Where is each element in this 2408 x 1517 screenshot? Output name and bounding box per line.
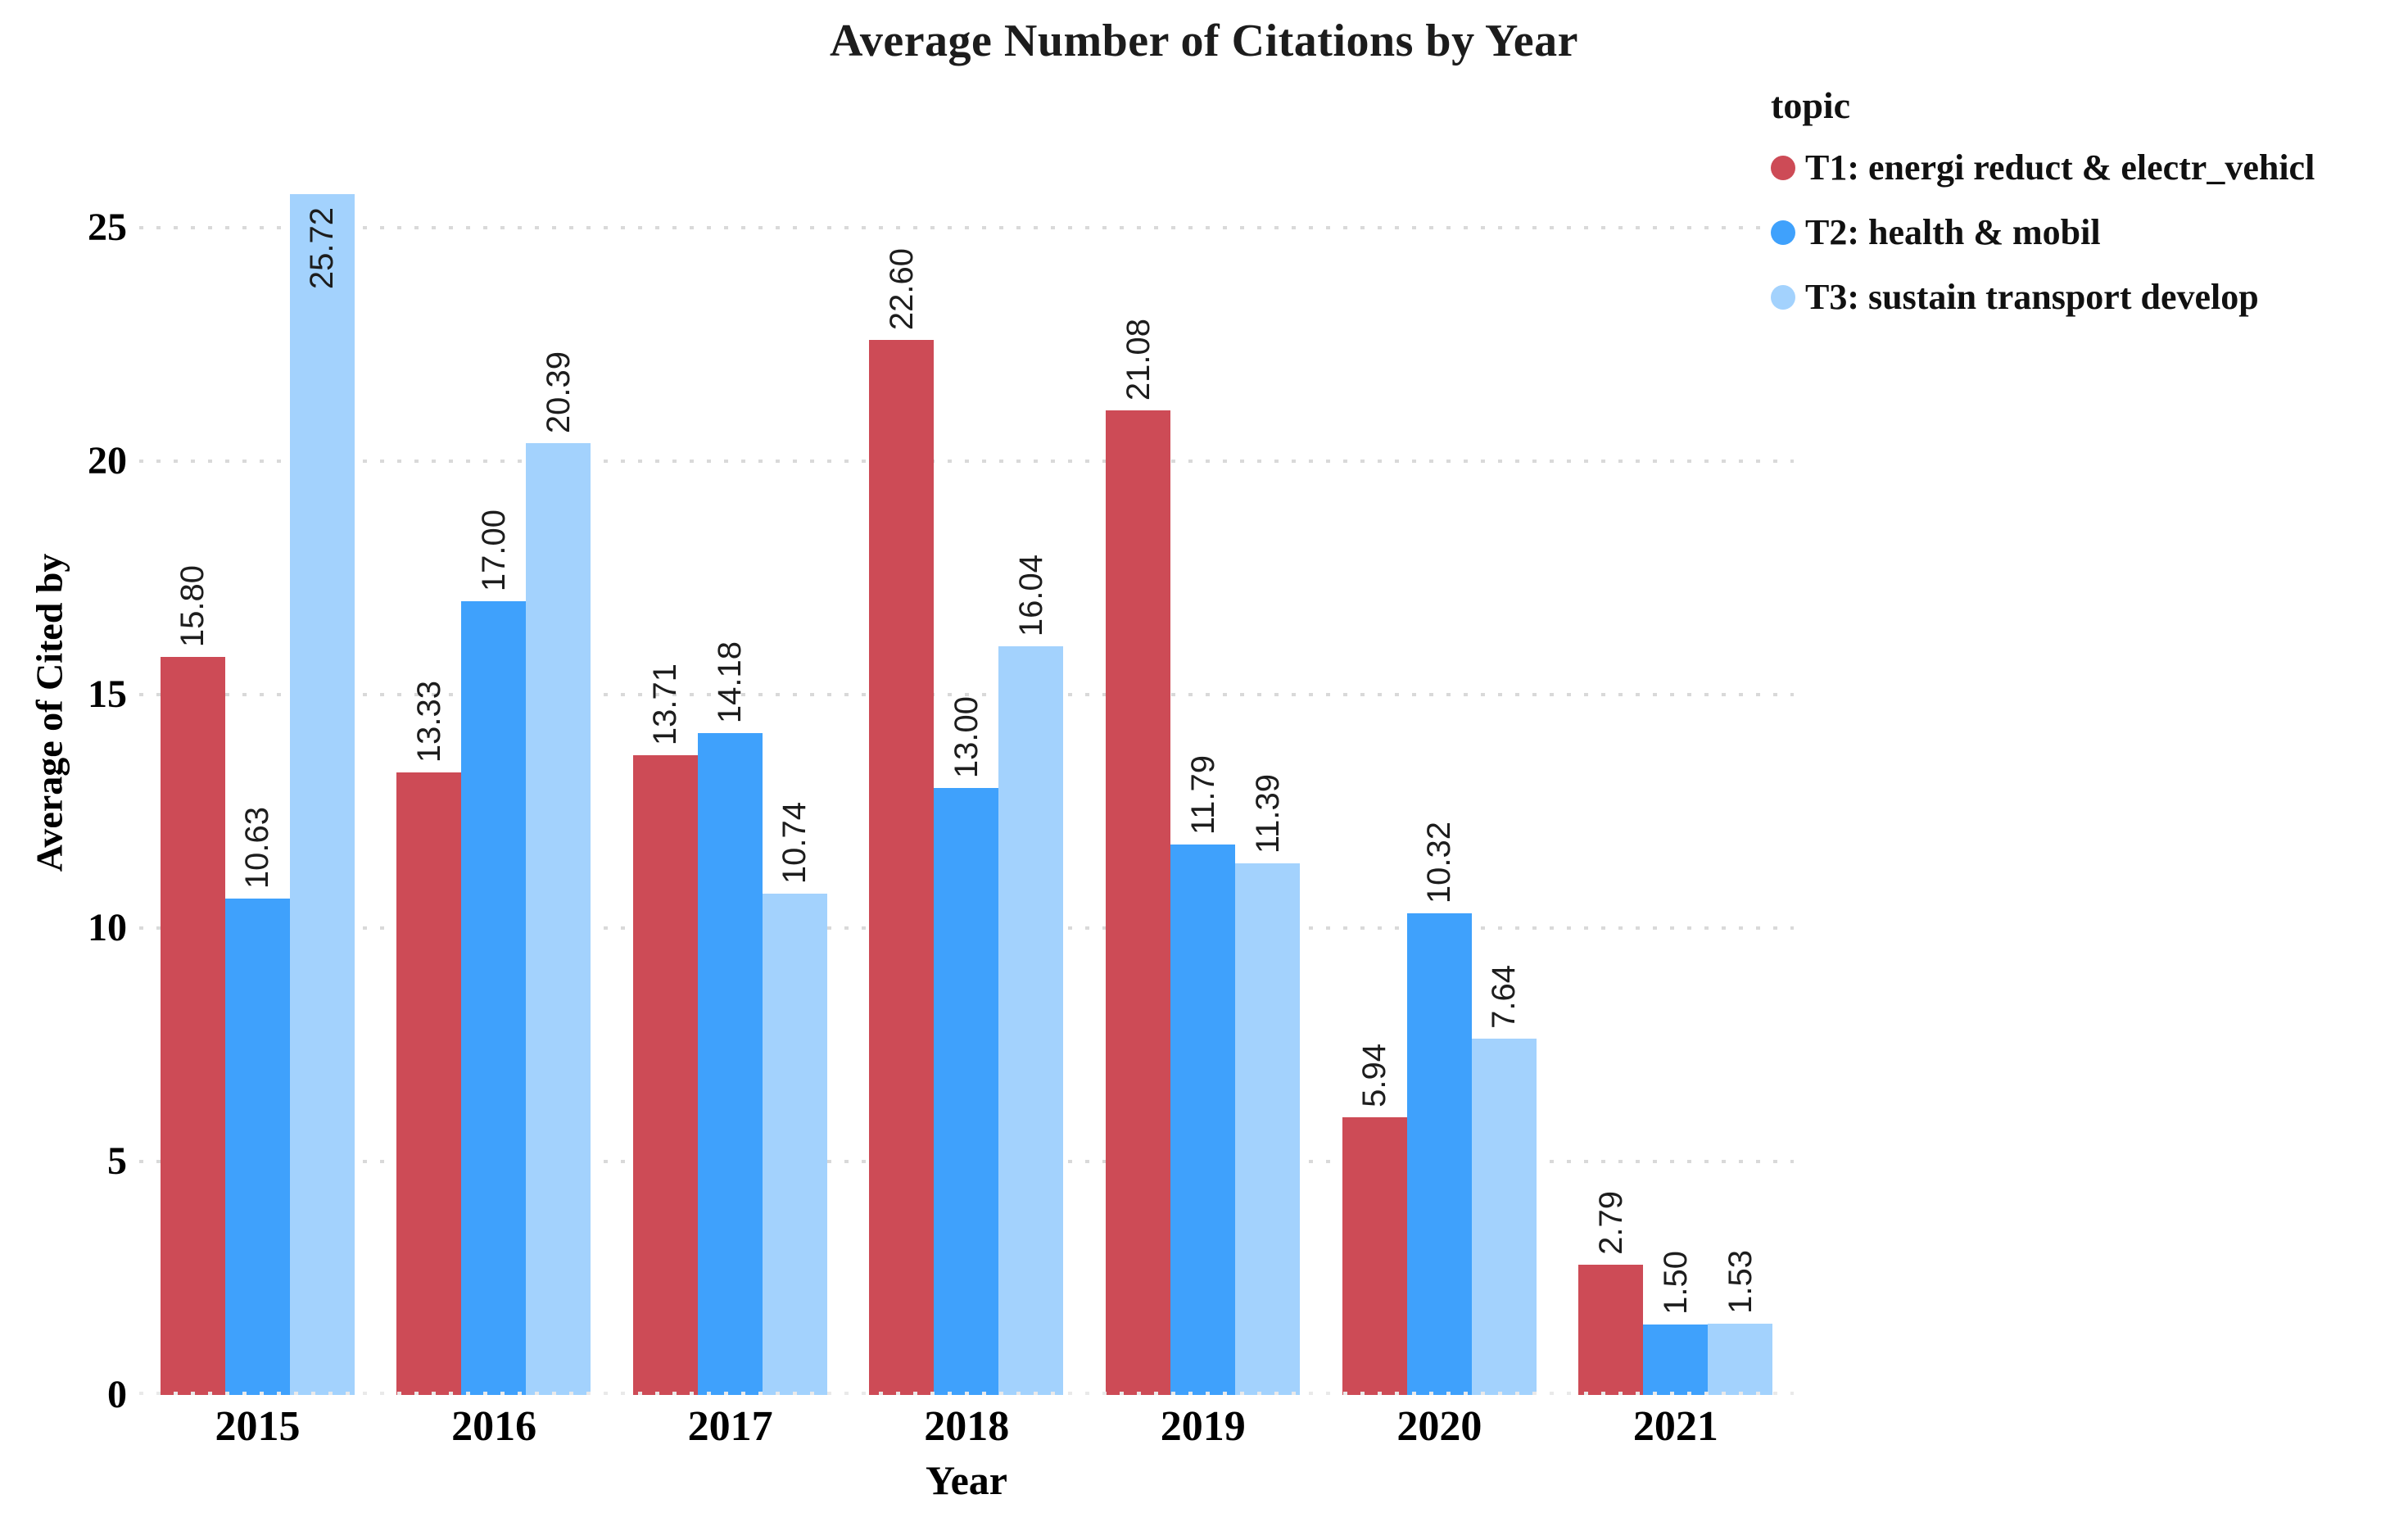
bar-value-label: 11.39 (1249, 773, 1286, 854)
bar-2015-t1: 15.80 (160, 565, 225, 1395)
x-tick-2019: 2019 (1160, 1403, 1246, 1450)
legend-color-dot (1771, 220, 1795, 245)
bar-value-label: 5.94 (1356, 1044, 1393, 1107)
legend-item-label: T1: energi reduct & electr_vehicl (1805, 147, 2315, 188)
bar-2017-t3: 10.74 (762, 802, 827, 1395)
bar-value-label: 15.80 (174, 564, 211, 647)
bar-2019-t2: 11.79 (1170, 755, 1236, 1395)
bar-value-label: 22.60 (883, 247, 920, 330)
legend-color-dot (1771, 284, 1795, 310)
bar-2018-t1: 22.60 (869, 248, 935, 1395)
bar-2017-t1: 13.71 (632, 663, 698, 1395)
bar-group-2015: 15.80 10.63 25.72 (139, 0, 376, 1395)
bar-value-label: 21.08 (1120, 318, 1156, 401)
bar-value-label: 25.72 (304, 207, 341, 290)
gridline-baseline (139, 1392, 1794, 1395)
bar-2015-t3: 25.72 (289, 194, 355, 1395)
bar-2018-t2: 13.00 (934, 696, 999, 1395)
bar-2016-t3: 20.39 (526, 351, 591, 1395)
bar-group-2016: 13.33 17.00 20.39 (376, 0, 613, 1395)
bar-2020-t3: 7.64 (1471, 965, 1537, 1395)
bar-2021-t3: 1.53 (1708, 1250, 1773, 1395)
legend-item-label: T3: sustain transport develop (1805, 277, 2259, 317)
bar-value-label: 10.74 (776, 801, 813, 884)
bar-2019-t3: 11.39 (1235, 774, 1301, 1395)
legend-item-t1: T1: energi reduct & electr_vehicl (1771, 147, 2315, 188)
y-tick-20: 20 (88, 439, 127, 482)
bar-value-label: 20.39 (540, 351, 577, 433)
bar-value-label: 1.50 (1657, 1251, 1694, 1315)
x-axis-label: Year (926, 1457, 1007, 1503)
bar-value-label: 13.71 (647, 663, 684, 745)
bar-2021-t1: 2.79 (1578, 1191, 1644, 1395)
bar-value-label: 17.00 (475, 509, 512, 591)
chart-title: Average Number of Citations by Year (830, 16, 1578, 66)
gridline-15 (139, 693, 1794, 696)
x-tick-2017: 2017 (687, 1403, 773, 1450)
y-tick-25: 25 (88, 206, 127, 249)
y-tick-0: 0 (107, 1373, 127, 1416)
bar-group-2020: 5.94 10.32 7.64 (1321, 0, 1558, 1395)
gridline-25 (139, 226, 1794, 229)
legend-item-label: T2: health & mobil (1805, 212, 2101, 252)
y-tick-5: 5 (107, 1139, 127, 1183)
bar-2018-t3: 16.04 (998, 555, 1064, 1395)
bar-2020-t1: 5.94 (1342, 1044, 1407, 1395)
x-tick-2020: 2020 (1396, 1403, 1482, 1450)
x-tick-2018: 2018 (924, 1403, 1010, 1450)
bar-group-2017: 13.71 14.18 10.74 (612, 0, 849, 1395)
legend-item-t2: T2: health & mobil (1771, 211, 2315, 253)
bar-value-label: 13.33 (410, 680, 447, 763)
bar-value-label: 14.18 (712, 641, 749, 723)
x-tick-2021: 2021 (1632, 1403, 1718, 1450)
bar-group-2018: 22.60 13.00 16.04 (849, 0, 1085, 1395)
legend-title: topic (1771, 84, 1851, 126)
y-tick-10: 10 (88, 906, 127, 949)
bar-2017-t2: 14.18 (697, 641, 763, 1395)
bar-value-label: 1.53 (1722, 1250, 1758, 1314)
legend: topic T1: energi reduct & electr_vehicl T… (1771, 84, 2315, 341)
x-tick-2016: 2016 (451, 1403, 537, 1450)
legend-item-t3: T3: sustain transport develop (1771, 276, 2315, 318)
bar-2016-t1: 13.33 (396, 681, 462, 1395)
bar-2016-t2: 17.00 (461, 509, 527, 1395)
bar-value-label: 2.79 (1592, 1191, 1629, 1255)
bar-2019-t1: 21.08 (1106, 319, 1171, 1395)
x-tick-2015: 2015 (215, 1403, 301, 1450)
bar-value-label: 13.00 (948, 695, 984, 778)
legend-color-dot (1771, 155, 1795, 180)
bar-group-2019: 21.08 11.79 11.39 (1084, 0, 1321, 1395)
bar-value-label: 10.32 (1421, 821, 1458, 903)
bar-value-label: 7.64 (1486, 965, 1523, 1029)
legend-items: T1: energi reduct & electr_vehicl T2: hea… (1771, 147, 2315, 318)
bar-value-label: 16.04 (1012, 554, 1049, 636)
bar-2021-t2: 1.50 (1643, 1251, 1709, 1395)
bar-value-label: 10.63 (239, 806, 276, 889)
bar-value-label: 11.79 (1184, 754, 1221, 835)
bar-2015-t2: 10.63 (224, 807, 290, 1395)
gridline-20 (139, 460, 1794, 463)
plot-area: 15.80 10.63 25.72 13.33 17.00 20.39 13.71 14.18… (139, 0, 1794, 1395)
bar-group-2021: 2.79 1.50 1.53 (1557, 0, 1794, 1395)
y-tick-15: 15 (88, 672, 127, 716)
bar-2020-t2: 10.32 (1406, 822, 1472, 1395)
